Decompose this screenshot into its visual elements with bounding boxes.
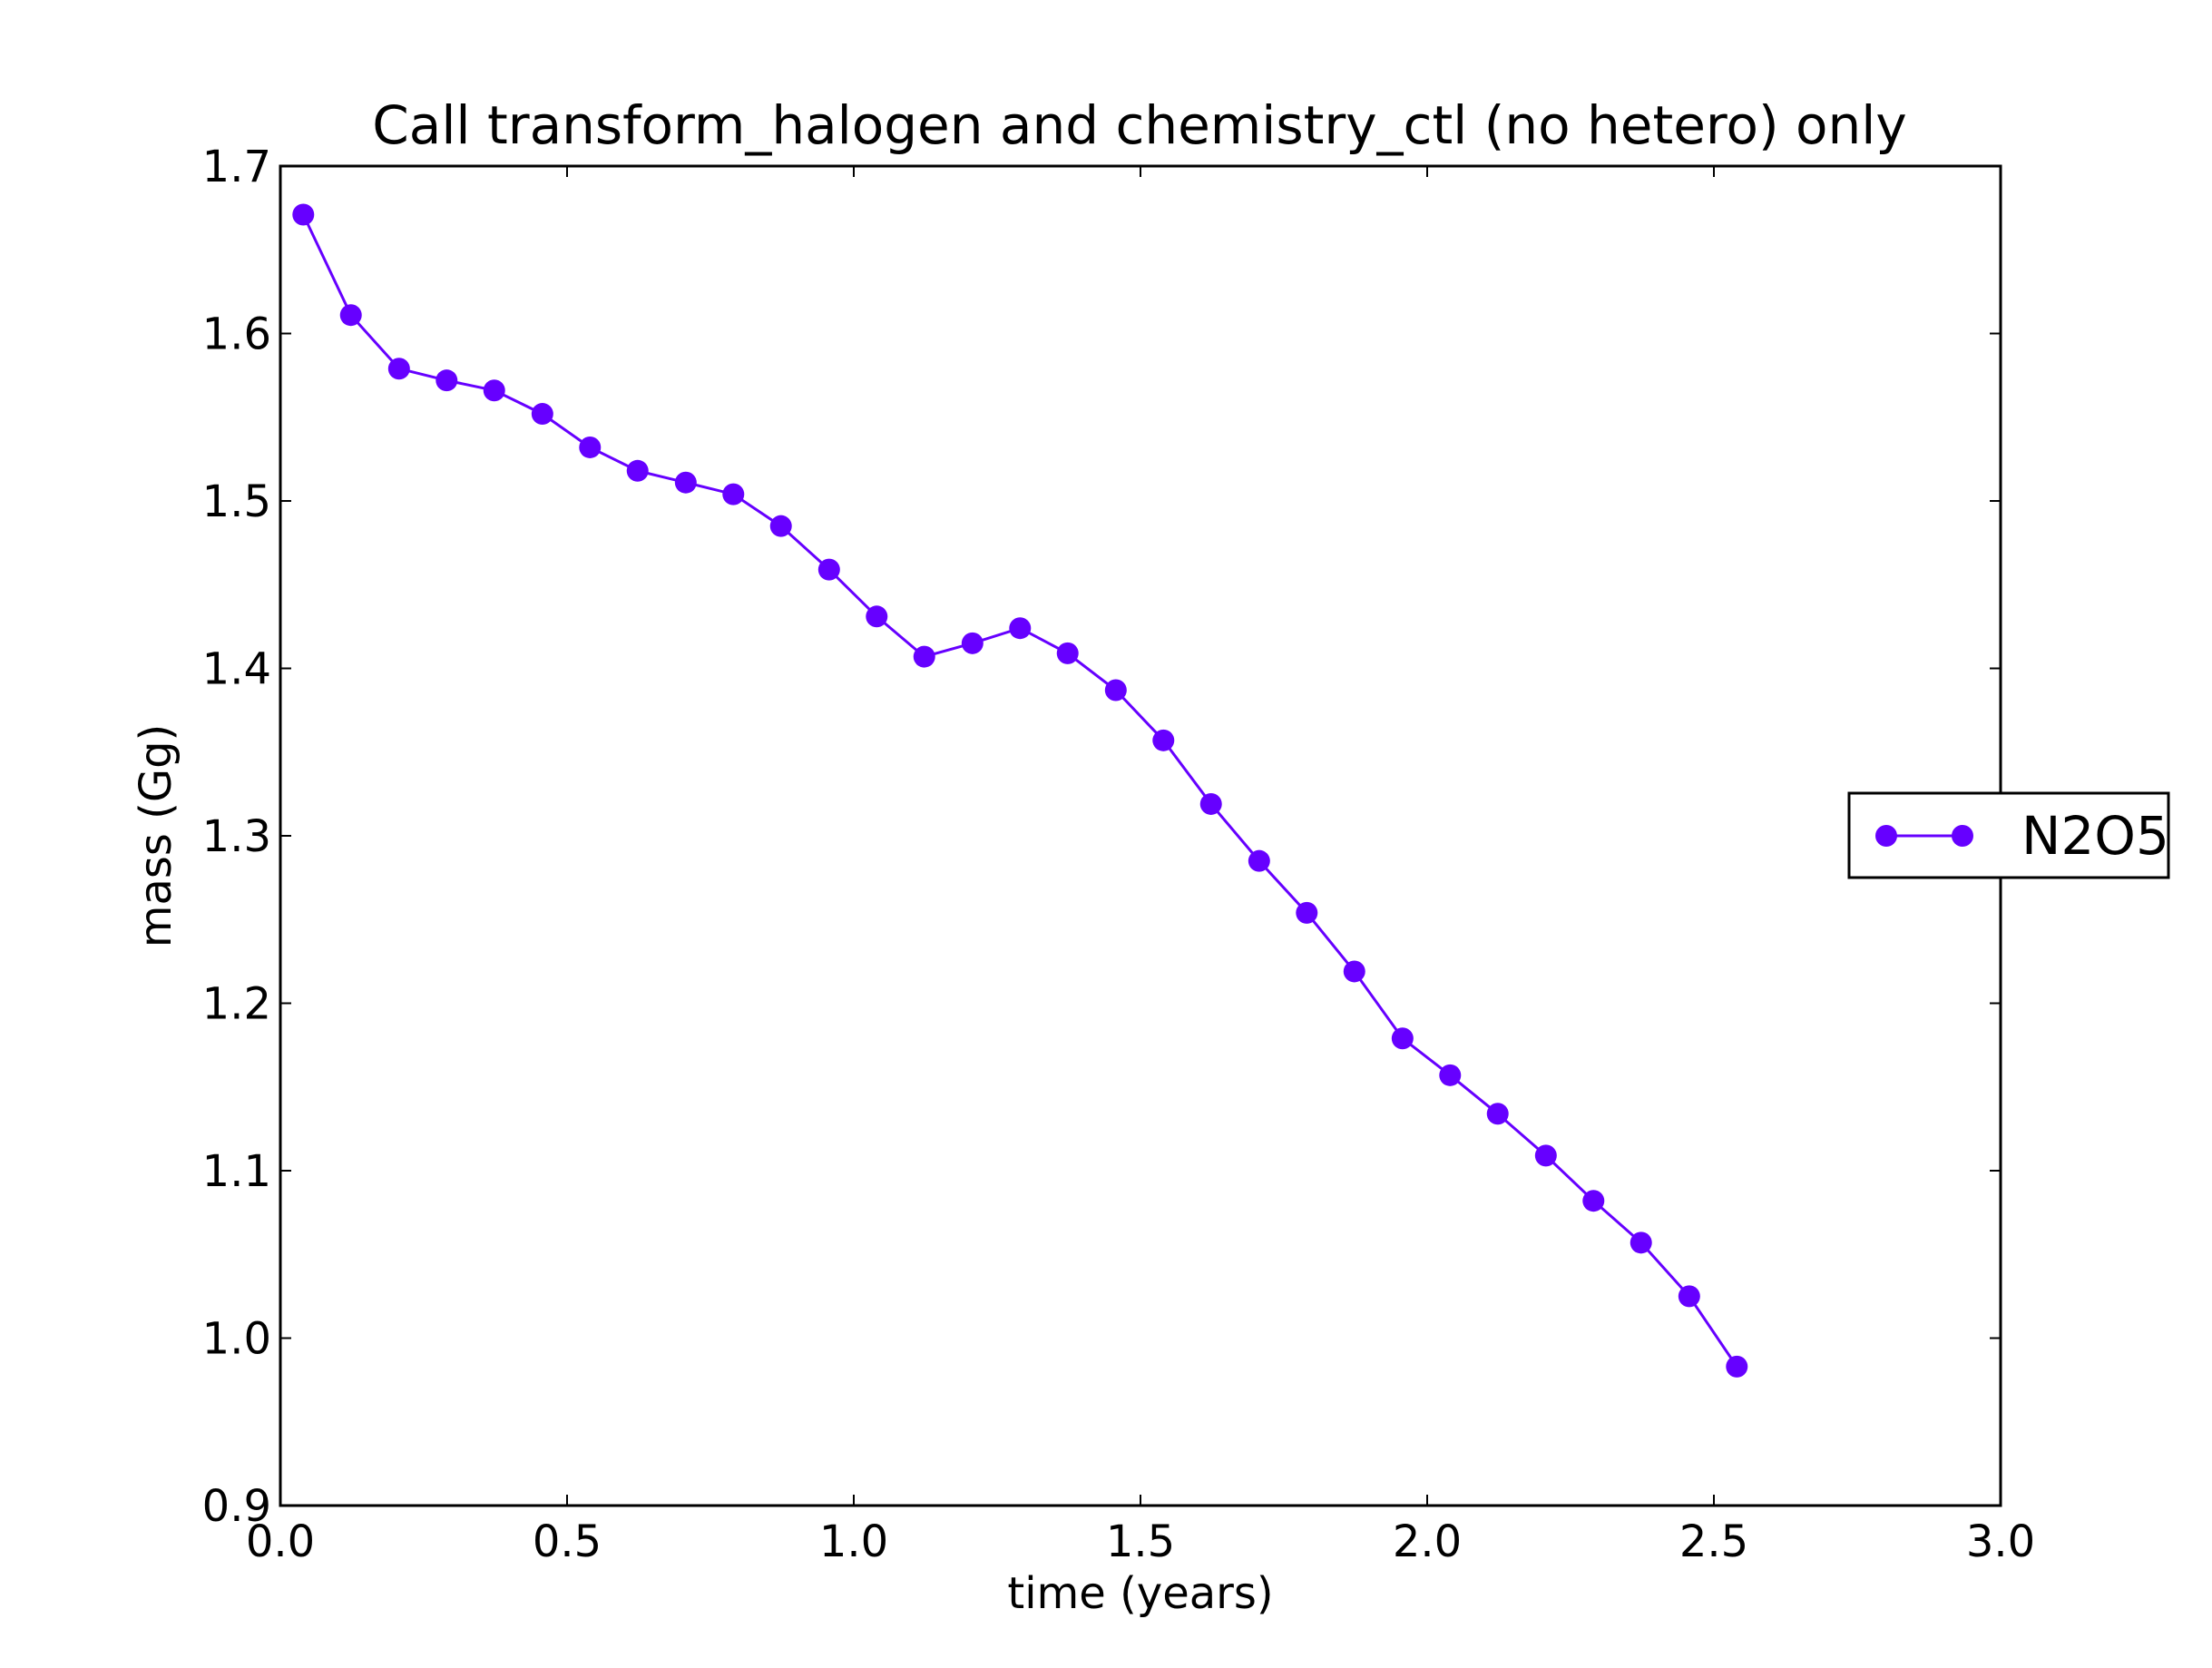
series-line-N2O5 — [301, 213, 1738, 1368]
data-point — [674, 471, 697, 494]
y-tick-label: 1.2 — [202, 979, 271, 1030]
x-tick-label: 3.0 — [1966, 1516, 2035, 1567]
data-point — [1343, 960, 1365, 983]
legend-marker-swatch — [1952, 825, 1973, 847]
data-point — [483, 379, 505, 402]
data-point — [579, 436, 602, 458]
y-tick-label: 1.6 — [202, 309, 271, 360]
data-point — [961, 632, 984, 654]
data-point — [1678, 1285, 1700, 1308]
y-tick-label: 1.3 — [202, 811, 271, 862]
data-point — [722, 483, 745, 505]
y-axis-label: mass (Gg) — [131, 724, 181, 948]
legend-marker-swatch — [1875, 825, 1897, 847]
data-point — [292, 203, 315, 226]
data-point — [1248, 849, 1270, 872]
data-point — [817, 558, 840, 581]
data-point — [1104, 679, 1127, 702]
data-point — [1296, 901, 1318, 924]
data-point — [1056, 642, 1079, 664]
data-point — [913, 645, 935, 668]
data-point — [387, 358, 410, 380]
y-tick-label: 1.4 — [202, 644, 271, 695]
y-tick-label: 1.0 — [202, 1314, 271, 1365]
data-point — [436, 369, 458, 392]
data-point — [1486, 1103, 1509, 1125]
x-tick-label: 1.5 — [1106, 1516, 1175, 1567]
data-point — [1726, 1355, 1748, 1378]
data-point — [626, 459, 649, 482]
x-axis-ticks: 0.0 0.5 1.0 1.5 2.0 2.5 3.0 — [246, 166, 2035, 1567]
data-point — [1391, 1027, 1414, 1050]
data-point — [1534, 1144, 1557, 1167]
x-tick-label: 2.0 — [1393, 1516, 1462, 1567]
x-tick-label: 2.5 — [1679, 1516, 1748, 1567]
plot-frame — [279, 164, 2002, 1507]
y-tick-label: 1.1 — [202, 1146, 271, 1197]
y-tick-label: 1.7 — [202, 142, 271, 192]
data-point — [1439, 1064, 1462, 1086]
plot-area — [292, 203, 1748, 1378]
y-tick-label: 0.9 — [202, 1481, 271, 1532]
data-point — [1152, 729, 1175, 751]
y-tick-label: 1.5 — [202, 476, 271, 527]
data-point — [1199, 792, 1222, 815]
data-point — [339, 304, 362, 327]
x-tick-label: 1.0 — [819, 1516, 888, 1567]
legend: N2O5 — [1847, 791, 2170, 879]
data-point — [1009, 617, 1032, 640]
chart-title: Call transform_halogen and chemistry_ctl… — [372, 94, 1906, 156]
data-point — [1582, 1190, 1605, 1212]
data-point — [866, 605, 888, 628]
x-tick-label: 0.0 — [246, 1516, 315, 1567]
y-axis-ticks: 0.9 1.0 1.1 1.2 1.3 1.4 1.5 1.6 1.7 — [202, 142, 2001, 1532]
legend-label: N2O5 — [2021, 805, 2169, 867]
data-point — [531, 403, 553, 426]
data-point — [1630, 1231, 1652, 1254]
data-point — [769, 515, 792, 537]
x-axis-label: time (years) — [1007, 1568, 1273, 1619]
x-tick-label: 0.5 — [533, 1516, 602, 1567]
